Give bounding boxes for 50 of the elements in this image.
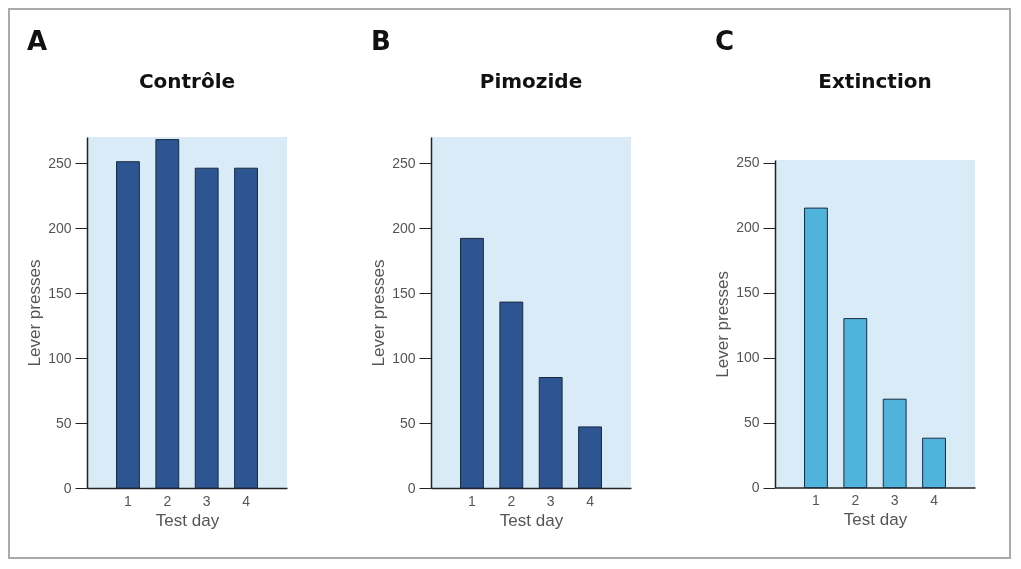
x-tick-label: 3 (546, 492, 555, 509)
y-axis-title: Lever presses (369, 259, 389, 367)
chart-title: Extinction (818, 69, 932, 94)
text: C (715, 26, 735, 57)
y-axis-title: Lever presses (713, 271, 733, 379)
text: A (27, 26, 48, 56)
y-tick-label: 200 (48, 219, 72, 236)
x-tick-label: 2 (851, 492, 860, 509)
x-tick-label: 1 (468, 492, 477, 509)
y-tick-label: 0 (63, 479, 72, 496)
y-tick-label: 250 (736, 154, 760, 171)
x-tick-label: 4 (586, 492, 595, 509)
x-tick-label: 2 (507, 492, 516, 509)
bar (499, 301, 524, 489)
bar (538, 377, 563, 489)
y-tick-label: 200 (392, 219, 416, 236)
y-tick-label: 150 (736, 284, 760, 301)
x-tick-label: 1 (124, 492, 133, 509)
y-tick-label: 250 (48, 154, 72, 171)
bar (460, 237, 484, 489)
x-tick-label: 3 (202, 492, 211, 509)
chart-title: Contrôle (138, 69, 236, 93)
y-tick-label: 100 (392, 349, 416, 366)
y-tick-label: 100 (736, 349, 760, 366)
y-axis-title: Lever presses (25, 259, 45, 367)
y-tick-label: 0 (751, 479, 760, 496)
text: B (371, 26, 391, 56)
x-axis-title: Test day (155, 510, 220, 530)
bar (804, 208, 828, 489)
y-tick-label: 50 (55, 414, 72, 431)
bar (882, 399, 907, 489)
x-tick-label: 1 (812, 492, 821, 509)
y-tick-label: 50 (399, 414, 416, 431)
y-tick-label: 100 (48, 349, 72, 366)
y-tick-label: 200 (736, 219, 760, 236)
y-tick-label: 150 (392, 284, 416, 301)
y-tick-label: 250 (392, 154, 416, 171)
bar (578, 426, 602, 489)
x-tick-label: 3 (890, 492, 899, 509)
y-tick-label: 150 (48, 284, 72, 301)
x-tick-label: 4 (930, 492, 939, 509)
bar (922, 438, 946, 489)
x-axis-title: Test day (499, 510, 564, 530)
x-axis-title: Test day (843, 510, 908, 530)
y-tick-label: 50 (743, 414, 760, 431)
y-tick-label: 0 (407, 479, 416, 496)
x-tick-label: 4 (242, 492, 251, 509)
x-tick-label: 2 (163, 492, 172, 509)
chart-title: Pimozide (479, 69, 583, 93)
bar (843, 318, 868, 489)
